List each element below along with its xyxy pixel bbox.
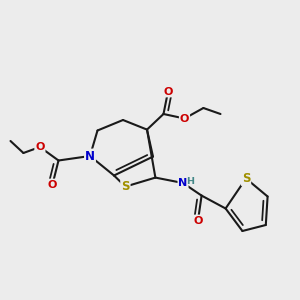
Text: S: S <box>121 180 130 193</box>
Text: S: S <box>242 172 250 185</box>
Text: O: O <box>180 113 189 124</box>
Text: O: O <box>163 86 173 97</box>
Text: N: N <box>85 149 95 163</box>
Text: O: O <box>35 142 45 152</box>
Text: N: N <box>178 178 188 188</box>
Text: O: O <box>193 215 203 226</box>
Text: H: H <box>186 177 194 186</box>
Text: O: O <box>48 179 57 190</box>
